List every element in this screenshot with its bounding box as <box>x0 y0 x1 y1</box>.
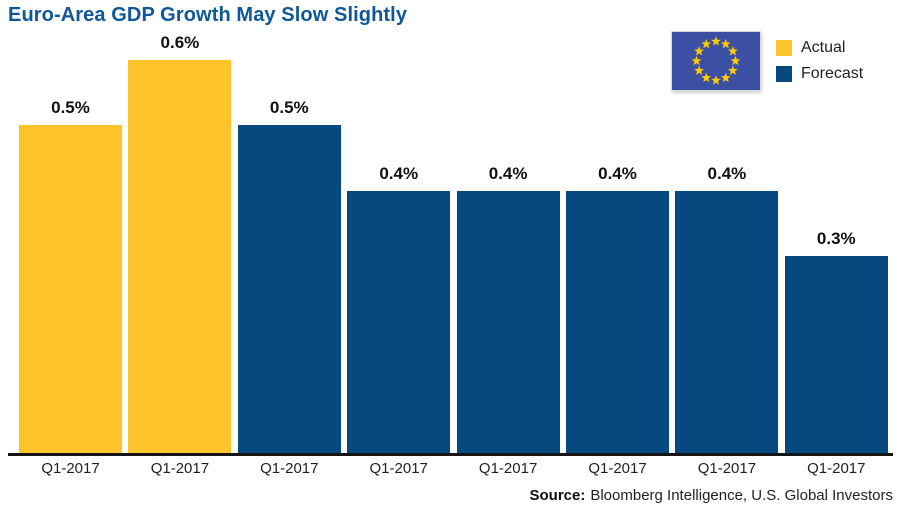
bar-value-label-5: 0.4% <box>488 164 528 183</box>
source-prefix: Source: <box>529 487 586 504</box>
bar-6 <box>566 191 669 453</box>
bar-value-label-6: 0.4% <box>598 164 637 183</box>
bar-4 <box>347 191 451 453</box>
bar-3 <box>237 125 341 453</box>
bar-value-label-7: 0.4% <box>707 164 747 183</box>
source-note: Source: Bloomberg Intelligence, U.S. Glob… <box>529 487 893 504</box>
bar-2 <box>128 60 232 453</box>
x-tick-label-1: Q1-2017 <box>41 460 100 477</box>
legend-items: Actual Forecast <box>776 31 863 91</box>
bar-7 <box>675 191 779 453</box>
legend-item-forecast: Forecast <box>776 66 863 82</box>
x-tick-label-2: Q1-2017 <box>150 460 210 477</box>
eu-flag-icon <box>671 31 761 91</box>
x-axis-line <box>8 453 893 456</box>
bar-5 <box>456 191 560 453</box>
x-tick-label-5: Q1-2017 <box>478 460 538 477</box>
bar-value-label-2: 0.6% <box>160 33 200 52</box>
x-tick-label-7: Q1-2017 <box>697 460 757 477</box>
bar-value-label-4: 0.4% <box>379 164 419 183</box>
bar-value-label-8: 0.3% <box>816 229 856 248</box>
x-tick-label-6: Q1-2017 <box>588 460 647 477</box>
source-text: Bloomberg Intelligence, U.S. Global Inve… <box>590 487 893 504</box>
legend-label: Forecast <box>801 65 864 82</box>
legend: Actual Forecast <box>671 31 863 91</box>
legend-item-actual: Actual <box>776 40 863 56</box>
bar-value-label-3: 0.5% <box>269 98 309 117</box>
bar-1 <box>19 125 122 453</box>
legend-swatch-actual <box>776 40 792 56</box>
plot-area: 0.5% 0.6% 0.5% 0.4% 0.4% 0.4% 0.4% 0.3% <box>19 33 888 453</box>
bar-8 <box>784 256 888 453</box>
x-tick-label-8: Q1-2017 <box>807 460 866 477</box>
x-tick-label-4: Q1-2017 <box>369 460 428 477</box>
legend-label: Actual <box>801 39 846 56</box>
x-tick-label-3: Q1-2017 <box>260 460 319 477</box>
legend-swatch-forecast <box>776 66 792 82</box>
chart-title: Euro-Area GDP Growth May Slow Slightly <box>8 4 408 26</box>
bar-value-label-1: 0.5% <box>51 98 90 117</box>
